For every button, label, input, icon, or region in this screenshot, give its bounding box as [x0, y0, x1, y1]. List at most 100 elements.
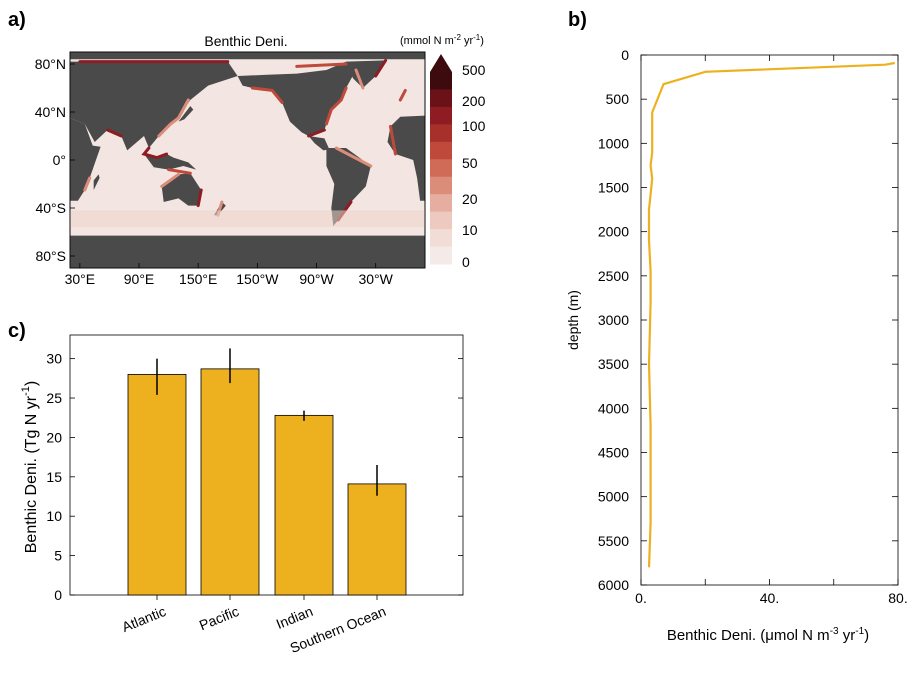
colorbar-swatch: [430, 141, 452, 160]
bar-y-tick-label: 25: [46, 390, 62, 406]
land-mass-8: [326, 148, 371, 226]
depth-profile-panel: 0 500 1000 1500 2000 2500 3000 3500 4000 4500 5000…: [565, 47, 908, 644]
colorbar-label: (mmol N m-2 yr-1): [400, 33, 484, 47]
land-mass-4: [387, 115, 425, 201]
southern-ocean-band: [70, 210, 425, 228]
depth-x-ticks: 0. 40. 80.: [635, 55, 908, 606]
colorbar-swatch: [430, 211, 452, 230]
depth-y-tick-label: 4000: [598, 400, 629, 416]
bar-y-tick-label: 30: [46, 351, 62, 367]
error-bars: [156, 348, 378, 600]
colorbar-swatches: [430, 72, 452, 265]
land-mass-7: [308, 136, 330, 151]
coastal-shelf-8: [334, 146, 373, 168]
depth-y-tick-label: 5000: [598, 489, 629, 505]
colorbar-tick-label: 500: [462, 62, 486, 78]
map-panel: Benthic Deni. 80°N 40°N 0° 40°S 80°S 30°E 90°…: [35, 33, 486, 287]
colorbar-swatch: [430, 159, 452, 178]
colorbar-tick-label: 20: [462, 191, 478, 207]
bar-category-label: Atlantic: [120, 603, 169, 635]
coastal-shelf-18: [374, 58, 388, 78]
bar-atlantic: [127, 373, 187, 596]
depth-y-tick-label: 0: [621, 47, 629, 63]
coastal-shelf-11: [83, 176, 92, 192]
land-mass-3: [70, 118, 101, 201]
depth-y-tick-label: 3500: [598, 356, 629, 372]
coastal-shelf-10: [389, 124, 397, 156]
colorbar-swatch: [430, 176, 452, 195]
panel-a-letter: a): [8, 9, 26, 31]
land-mass-0: [70, 235, 425, 268]
bar-southern-ocean: [347, 483, 407, 596]
land-mass-9: [346, 60, 386, 88]
colorbar-extend-triangle: [430, 54, 452, 72]
bar-y-ticks: 0 5 10 15 20 25 30: [46, 351, 463, 603]
depth-y-tick-label: 2000: [598, 224, 629, 240]
land-mass-11: [178, 106, 194, 122]
depth-x-tick-label: 80.: [888, 590, 907, 606]
map-coastal-denitrification: [70, 58, 425, 228]
bar-y-tick-label: 10: [46, 508, 62, 524]
depth-y-tick-label: 500: [606, 91, 630, 107]
colorbar-swatch: [430, 194, 452, 213]
bar-category-label: Pacific: [197, 603, 241, 633]
colorbar-swatch: [430, 124, 452, 143]
land-mass-1: [70, 52, 425, 60]
panel-b-letter: b): [568, 9, 587, 31]
map-x-ticks: 30°E 90°E 150°E 150°W 90°W 30°W: [65, 263, 394, 287]
coastal-shelf-4: [167, 168, 192, 175]
coastal-shelf-1: [295, 62, 348, 68]
depth-y-tick-label: 5500: [598, 533, 629, 549]
bar-y-tick-label: 20: [46, 429, 62, 445]
coastal-shelf-16: [398, 88, 407, 102]
map-title: Benthic Deni.: [204, 33, 287, 49]
panel-c-letter: c): [8, 320, 26, 342]
map-land-masses: [70, 52, 425, 268]
bar-y-tick-label: 0: [54, 587, 62, 603]
depth-x-axis-label: Benthic Deni. (μmol N m-3 yr-1): [667, 626, 869, 644]
colorbar-swatch: [430, 229, 452, 248]
bars: [127, 368, 407, 596]
depth-y-tick-label: 6000: [598, 577, 629, 593]
colorbar-tick-label: 0: [462, 254, 470, 270]
depth-plot-frame: [640, 54, 899, 586]
depth-y-tick-label: 1500: [598, 180, 629, 196]
map-y-tick-label: 0°: [53, 152, 66, 168]
bar-y-axis-label: Benthic Deni. (Tg N yr-1): [20, 381, 40, 554]
colorbar-tick-label: 100: [462, 118, 486, 134]
depth-y-tick-label: 4500: [598, 445, 629, 461]
depth-y-tick-label: 2500: [598, 268, 629, 284]
depth-y-tick-label: 3000: [598, 312, 629, 328]
coastal-shelf-13: [250, 86, 284, 104]
land-mass-5: [161, 173, 202, 206]
colorbar-swatch: [430, 106, 452, 125]
map-x-tick-label: 150°W: [236, 271, 279, 287]
bar-y-tick-label: 15: [46, 469, 62, 485]
coastal-shelf-12: [106, 128, 123, 138]
depth-y-tick-label: 1000: [598, 135, 629, 151]
coastal-shelf-6: [196, 188, 203, 208]
depth-y-ticks: 0 500 1000 1500 2000 2500 3000 3500 4000 4500 5000…: [598, 47, 898, 593]
map-x-tick-label: 30°W: [358, 271, 393, 287]
bar-pacific: [200, 368, 260, 596]
map-y-tick-label: 80°N: [35, 56, 66, 72]
map-y-tick-label: 40°N: [35, 104, 66, 120]
map-y-ticks: 80°N 40°N 0° 40°S 80°S: [35, 56, 75, 264]
colorbar-tick-label: 200: [462, 93, 486, 109]
coastal-shelf-2: [157, 98, 190, 138]
land-mass-6: [237, 61, 356, 136]
depth-x-tick-label: 40.: [760, 590, 779, 606]
bar-category-label: Indian: [274, 603, 315, 632]
bar-indian: [274, 414, 334, 596]
depth-x-tick-label: 0.: [635, 590, 647, 606]
colorbar-swatch: [430, 72, 452, 90]
map-x-tick-label: 90°W: [299, 271, 334, 287]
map-y-tick-label: 80°S: [35, 248, 66, 264]
map-y-tick-label: 40°S: [35, 200, 66, 216]
coastal-shelf-5: [160, 172, 180, 188]
land-mass-2: [70, 61, 238, 151]
